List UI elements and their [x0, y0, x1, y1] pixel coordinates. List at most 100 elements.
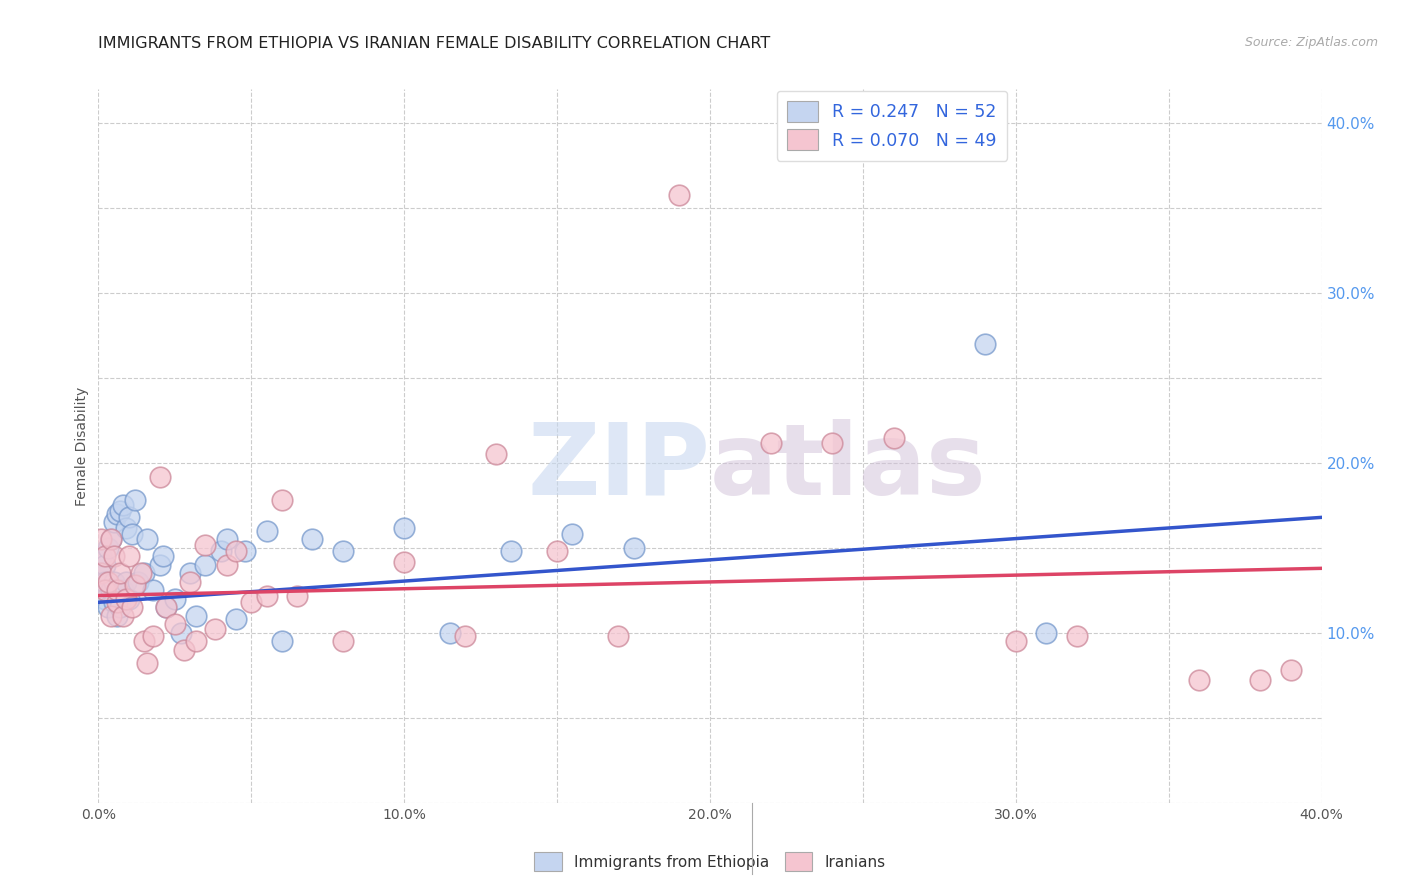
Point — [332, 544, 354, 558]
Legend: Immigrants from Ethiopia, Iranians: Immigrants from Ethiopia, Iranians — [529, 847, 891, 877]
Point — [240, 595, 263, 609]
Point — [501, 544, 523, 558]
Point — [142, 583, 165, 598]
Point — [256, 589, 278, 603]
Point — [111, 499, 134, 513]
Point — [136, 657, 159, 671]
Point — [134, 634, 156, 648]
Point — [90, 566, 112, 581]
Point — [111, 583, 134, 598]
Point — [256, 524, 278, 538]
Point — [93, 591, 115, 606]
Point — [142, 629, 165, 643]
Text: Source: ZipAtlas.com: Source: ZipAtlas.com — [1244, 36, 1378, 49]
Point — [163, 617, 186, 632]
Y-axis label: Female Disability: Female Disability — [76, 386, 90, 506]
Point — [121, 527, 143, 541]
Point — [115, 574, 138, 589]
Point — [103, 595, 125, 609]
Point — [270, 493, 292, 508]
Point — [149, 469, 172, 483]
Point — [100, 583, 122, 598]
Point — [194, 558, 217, 572]
Point — [155, 600, 177, 615]
Text: atlas: atlas — [710, 419, 987, 516]
Point — [759, 435, 782, 450]
Point — [270, 634, 292, 648]
Point — [285, 589, 308, 603]
Point — [883, 430, 905, 444]
Point — [668, 187, 690, 202]
Point — [134, 566, 156, 581]
Point — [118, 549, 141, 564]
Point — [100, 608, 122, 623]
Point — [149, 558, 172, 572]
Point — [103, 516, 125, 530]
Point — [100, 533, 122, 547]
Point — [194, 537, 217, 551]
Point — [1035, 626, 1057, 640]
Point — [108, 600, 131, 615]
Point — [163, 591, 186, 606]
Point — [215, 533, 238, 547]
Point — [561, 527, 583, 541]
Point — [93, 583, 115, 598]
Point — [97, 541, 120, 555]
Point — [111, 608, 134, 623]
Point — [454, 629, 477, 643]
Point — [1066, 629, 1088, 643]
Point — [105, 595, 128, 609]
Point — [225, 544, 247, 558]
Point — [124, 578, 146, 592]
Point — [118, 510, 141, 524]
Point — [392, 555, 416, 569]
Point — [127, 574, 149, 589]
Point — [90, 583, 112, 598]
Point — [225, 612, 247, 626]
Point — [301, 533, 323, 547]
Point — [93, 549, 115, 564]
Point — [105, 507, 128, 521]
Point — [332, 634, 354, 648]
Point — [93, 558, 115, 572]
Point — [115, 520, 138, 534]
Point — [93, 574, 115, 589]
Point — [105, 583, 128, 598]
Point — [90, 549, 112, 564]
Point — [118, 591, 141, 606]
Point — [97, 574, 120, 589]
Point — [129, 566, 152, 581]
Point — [136, 533, 159, 547]
Point — [209, 544, 232, 558]
Point — [179, 574, 201, 589]
Point — [105, 608, 128, 623]
Point — [204, 623, 226, 637]
Point — [186, 634, 208, 648]
Point — [155, 600, 177, 615]
Point — [186, 608, 208, 623]
Point — [90, 533, 112, 547]
Point — [623, 541, 645, 555]
Text: ZIP: ZIP — [527, 419, 710, 516]
Point — [1249, 673, 1271, 688]
Point — [439, 626, 461, 640]
Point — [1279, 663, 1302, 677]
Point — [1004, 634, 1026, 648]
Point — [485, 448, 508, 462]
Point — [215, 558, 238, 572]
Point — [974, 337, 997, 351]
Point — [179, 566, 201, 581]
Point — [152, 549, 174, 564]
Point — [392, 520, 416, 534]
Point — [115, 591, 138, 606]
Point — [546, 544, 568, 558]
Point — [607, 629, 630, 643]
Point — [121, 600, 143, 615]
Point — [821, 435, 844, 450]
Point — [103, 574, 125, 589]
Point — [97, 600, 120, 615]
Point — [233, 544, 256, 558]
Point — [173, 643, 195, 657]
Point — [90, 566, 112, 581]
Point — [108, 566, 131, 581]
